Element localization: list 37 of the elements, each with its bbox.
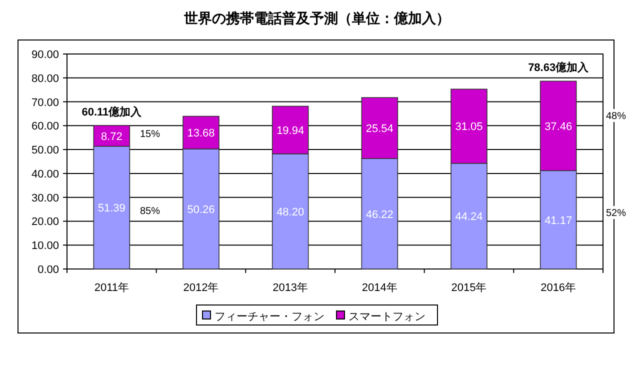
data-label: 37.46 [544, 120, 572, 133]
y-tick-label: 80.00 [31, 72, 59, 85]
legend-label: フィーチャー・フォン [214, 311, 324, 323]
data-label: 51.39 [98, 202, 126, 215]
y-tick-label: 0.00 [38, 264, 59, 276]
y-tick-label: 30.00 [31, 192, 59, 204]
data-label: 46.22 [366, 208, 394, 221]
total-label: 78.63億加入 [528, 61, 590, 74]
x-tick-label: 2011年 [94, 282, 129, 294]
y-tick-label: 10.00 [31, 240, 59, 252]
legend-label: スマートフォン [348, 311, 426, 323]
data-label: 31.05 [455, 121, 483, 134]
annotation: 85% [140, 206, 160, 217]
data-label: 48.20 [276, 206, 304, 218]
y-tick-label: 70.00 [31, 96, 59, 109]
annotation: 15% [140, 129, 160, 140]
y-tick-label: 40.00 [31, 168, 59, 180]
text: 48% [606, 111, 626, 122]
x-tick-label: 2012年 [183, 282, 219, 294]
x-tick-label: 2016年 [540, 282, 576, 294]
data-label: 8.72 [100, 130, 122, 143]
x-tick-label: 2013年 [272, 282, 308, 294]
data-label: 25.54 [366, 123, 394, 136]
total-label: 60.11億加入 [82, 105, 143, 118]
data-label: 41.17 [544, 214, 572, 227]
x-tick-label: 2015年 [451, 282, 487, 294]
data-label: 50.26 [187, 204, 215, 216]
y-tick-label: 50.00 [31, 144, 59, 157]
chart-title: 世界の携帯電話普及予測（単位：億加入） [183, 10, 450, 26]
x-tick-label: 2014年 [362, 282, 398, 294]
y-tick-label: 60.00 [31, 120, 59, 133]
text: 52% [606, 208, 626, 219]
data-label: 13.68 [187, 128, 215, 140]
data-label: 44.24 [455, 211, 483, 224]
y-tick-label: 90.00 [31, 49, 59, 61]
y-tick-label: 20.00 [31, 216, 59, 228]
data-label: 19.94 [276, 125, 304, 138]
